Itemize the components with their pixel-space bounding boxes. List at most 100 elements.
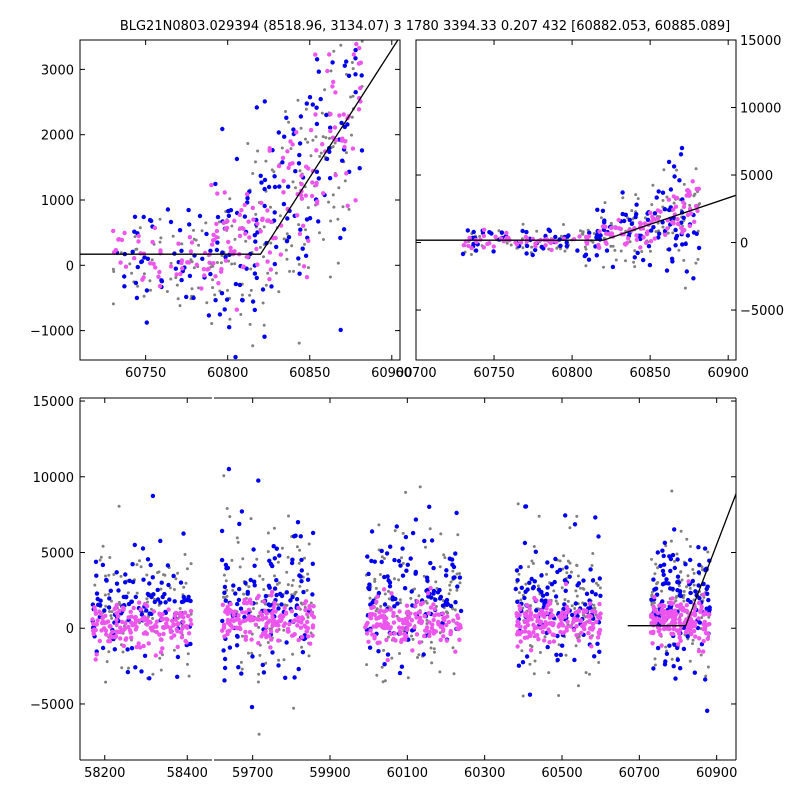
data-point-grey bbox=[418, 485, 422, 489]
data-point-magenta bbox=[287, 621, 292, 627]
data-point-magenta bbox=[679, 225, 684, 231]
data-point-grey bbox=[255, 601, 259, 605]
data-point-grey bbox=[662, 168, 666, 172]
data-point-magenta bbox=[641, 235, 646, 240]
data-point-blue bbox=[348, 13, 352, 17]
data-point-grey bbox=[628, 240, 632, 244]
data-point-magenta bbox=[549, 613, 554, 618]
data-point-magenta bbox=[330, 84, 335, 89]
data-point-magenta bbox=[391, 610, 396, 616]
data-point-blue bbox=[673, 227, 678, 233]
data-point-magenta bbox=[677, 627, 683, 633]
data-point-blue bbox=[661, 562, 667, 567]
full-season-ytick-label: 15000 bbox=[33, 395, 74, 410]
data-point-blue bbox=[660, 582, 666, 587]
data-point-grey bbox=[127, 666, 130, 670]
data-point-grey bbox=[671, 231, 675, 235]
data-point-magenta bbox=[157, 611, 162, 616]
data-point-grey bbox=[381, 680, 385, 684]
data-point-blue bbox=[100, 562, 106, 568]
data-point-magenta bbox=[681, 204, 687, 209]
data-point-blue bbox=[125, 647, 130, 652]
data-point-magenta bbox=[122, 230, 127, 236]
full-season-xtick-label: 59700 bbox=[232, 766, 273, 781]
data-point-blue bbox=[222, 590, 227, 595]
data-point-grey bbox=[277, 290, 281, 294]
data-point-blue bbox=[697, 562, 702, 568]
data-point-magenta bbox=[174, 272, 179, 277]
data-point-magenta bbox=[481, 227, 487, 232]
data-point-blue bbox=[282, 134, 287, 139]
data-point-blue bbox=[298, 574, 303, 579]
data-point-blue bbox=[564, 240, 569, 245]
data-point-magenta bbox=[368, 613, 373, 618]
data-point-grey bbox=[304, 228, 307, 232]
data-point-magenta bbox=[461, 243, 466, 248]
data-point-magenta bbox=[121, 643, 127, 649]
data-point-blue bbox=[272, 210, 277, 215]
data-point-grey bbox=[162, 573, 165, 577]
data-point-blue bbox=[286, 235, 292, 240]
data-point-blue bbox=[129, 646, 135, 651]
data-point-grey bbox=[375, 607, 379, 611]
data-point-blue bbox=[221, 648, 226, 653]
data-point-blue bbox=[597, 237, 603, 242]
data-point-blue bbox=[181, 599, 186, 604]
data-point-magenta bbox=[267, 146, 272, 151]
data-point-magenta bbox=[244, 601, 250, 606]
data-point-blue bbox=[660, 548, 665, 553]
data-point-blue bbox=[598, 233, 603, 238]
data-point-grey bbox=[660, 589, 664, 593]
data-point-grey bbox=[332, 49, 336, 53]
data-point-grey bbox=[269, 205, 272, 209]
data-point-magenta bbox=[404, 610, 410, 615]
data-point-blue bbox=[231, 583, 236, 588]
data-point-grey bbox=[183, 553, 187, 556]
data-point-blue bbox=[106, 605, 112, 610]
data-point-grey bbox=[300, 645, 304, 649]
data-point-blue bbox=[620, 211, 625, 217]
data-point-blue bbox=[290, 594, 295, 600]
data-point-blue bbox=[554, 652, 559, 657]
data-point-grey bbox=[584, 247, 588, 251]
data-point-grey bbox=[112, 270, 116, 273]
zoom-left-ytick-label: 2000 bbox=[41, 129, 74, 144]
data-point-magenta bbox=[341, 112, 346, 117]
data-point-magenta bbox=[543, 243, 548, 248]
data-point-magenta bbox=[402, 631, 407, 637]
data-point-blue bbox=[237, 586, 242, 592]
data-point-magenta bbox=[160, 616, 166, 622]
data-point-blue bbox=[353, 56, 358, 61]
data-point-grey bbox=[517, 591, 521, 595]
data-point-blue bbox=[515, 599, 520, 604]
data-point-magenta bbox=[157, 269, 162, 275]
data-point-blue bbox=[680, 242, 685, 247]
data-point-magenta bbox=[268, 629, 274, 634]
data-point-blue bbox=[305, 577, 311, 582]
data-point-magenta bbox=[273, 235, 278, 241]
data-point-magenta bbox=[527, 606, 532, 611]
data-point-blue bbox=[673, 236, 679, 241]
data-point-blue bbox=[454, 510, 459, 516]
data-point-grey bbox=[250, 651, 254, 655]
data-point-magenta bbox=[345, 203, 350, 208]
data-point-grey bbox=[555, 246, 559, 250]
data-point-grey bbox=[225, 507, 229, 510]
data-point-grey bbox=[596, 583, 600, 587]
data-point-magenta bbox=[91, 631, 97, 637]
data-point-blue bbox=[668, 556, 674, 562]
data-point-blue bbox=[397, 670, 403, 676]
data-point-magenta bbox=[431, 617, 436, 623]
data-point-magenta bbox=[504, 230, 509, 236]
data-point-grey bbox=[248, 293, 252, 297]
data-point-magenta bbox=[432, 606, 438, 612]
data-point-magenta bbox=[205, 267, 210, 272]
data-point-magenta bbox=[528, 632, 533, 637]
data-point-blue bbox=[428, 560, 433, 566]
data-point-blue bbox=[379, 559, 384, 565]
data-point-magenta bbox=[687, 627, 693, 633]
data-point-grey bbox=[574, 589, 578, 593]
data-point-blue bbox=[604, 248, 610, 253]
data-point-magenta bbox=[565, 619, 570, 624]
data-point-grey bbox=[262, 323, 266, 327]
